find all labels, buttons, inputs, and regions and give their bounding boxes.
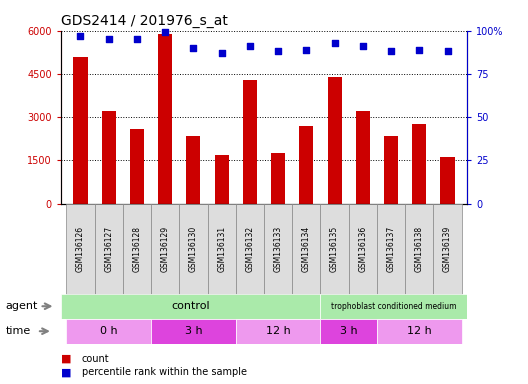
Text: 12 h: 12 h [407,326,432,336]
FancyBboxPatch shape [348,204,377,294]
Bar [130,129,144,204]
FancyBboxPatch shape [320,204,348,294]
Text: GDS2414 / 201976_s_at: GDS2414 / 201976_s_at [61,14,228,28]
Text: GSM136129: GSM136129 [161,225,169,272]
FancyBboxPatch shape [208,204,236,294]
Bar [151,319,236,344]
FancyBboxPatch shape [67,204,95,294]
Point [76,33,84,39]
FancyBboxPatch shape [123,204,151,294]
Text: GSM136139: GSM136139 [443,225,452,272]
Text: GSM136128: GSM136128 [133,226,142,271]
FancyBboxPatch shape [377,204,405,294]
Text: count: count [82,354,109,364]
Text: ■: ■ [61,367,71,377]
Bar [440,157,455,204]
FancyBboxPatch shape [433,204,461,294]
FancyBboxPatch shape [151,204,180,294]
Bar [327,77,342,204]
Bar [236,319,320,344]
Point [331,40,339,46]
Point [415,46,423,53]
Bar [271,153,285,204]
Bar [320,319,377,344]
Text: time: time [5,326,31,336]
Point [105,36,113,42]
Text: GSM136126: GSM136126 [76,225,85,272]
Text: ■: ■ [61,354,71,364]
Text: GSM136133: GSM136133 [274,225,282,272]
FancyBboxPatch shape [180,204,208,294]
Point [274,48,282,55]
Bar [243,79,257,204]
Text: 0 h: 0 h [100,326,118,336]
Point [218,50,226,56]
Point [161,30,169,36]
Point [387,48,395,55]
Text: trophoblast conditioned medium: trophoblast conditioned medium [331,302,457,311]
Point [359,43,367,49]
Bar [67,319,151,344]
Text: GSM136131: GSM136131 [217,225,226,272]
Bar [356,111,370,204]
Text: GSM136137: GSM136137 [386,225,395,272]
Point [302,46,310,53]
Bar [186,136,201,204]
Bar [214,155,229,204]
Text: GSM136134: GSM136134 [302,225,311,272]
Bar [384,136,398,204]
Text: GSM136127: GSM136127 [104,225,113,272]
Bar [377,319,461,344]
Bar [320,294,467,319]
Text: GSM136130: GSM136130 [189,225,198,272]
Bar [102,111,116,204]
Text: GSM136135: GSM136135 [330,225,339,272]
Point [133,36,141,42]
Bar [412,124,426,204]
FancyBboxPatch shape [292,204,320,294]
Text: 3 h: 3 h [340,326,357,336]
FancyBboxPatch shape [405,204,433,294]
Point [444,48,452,55]
Bar [299,126,314,204]
Text: 3 h: 3 h [185,326,202,336]
Point [189,45,197,51]
Bar [73,56,88,204]
Text: GSM136138: GSM136138 [415,225,424,272]
FancyBboxPatch shape [95,204,123,294]
Text: 12 h: 12 h [266,326,290,336]
Bar [61,294,320,319]
Text: GSM136132: GSM136132 [246,225,254,272]
Point [246,43,254,49]
Text: control: control [171,301,210,311]
Text: GSM136136: GSM136136 [359,225,367,272]
FancyBboxPatch shape [264,204,292,294]
Text: percentile rank within the sample: percentile rank within the sample [82,367,247,377]
Text: agent: agent [5,301,37,311]
FancyBboxPatch shape [236,204,264,294]
Bar [158,33,172,204]
